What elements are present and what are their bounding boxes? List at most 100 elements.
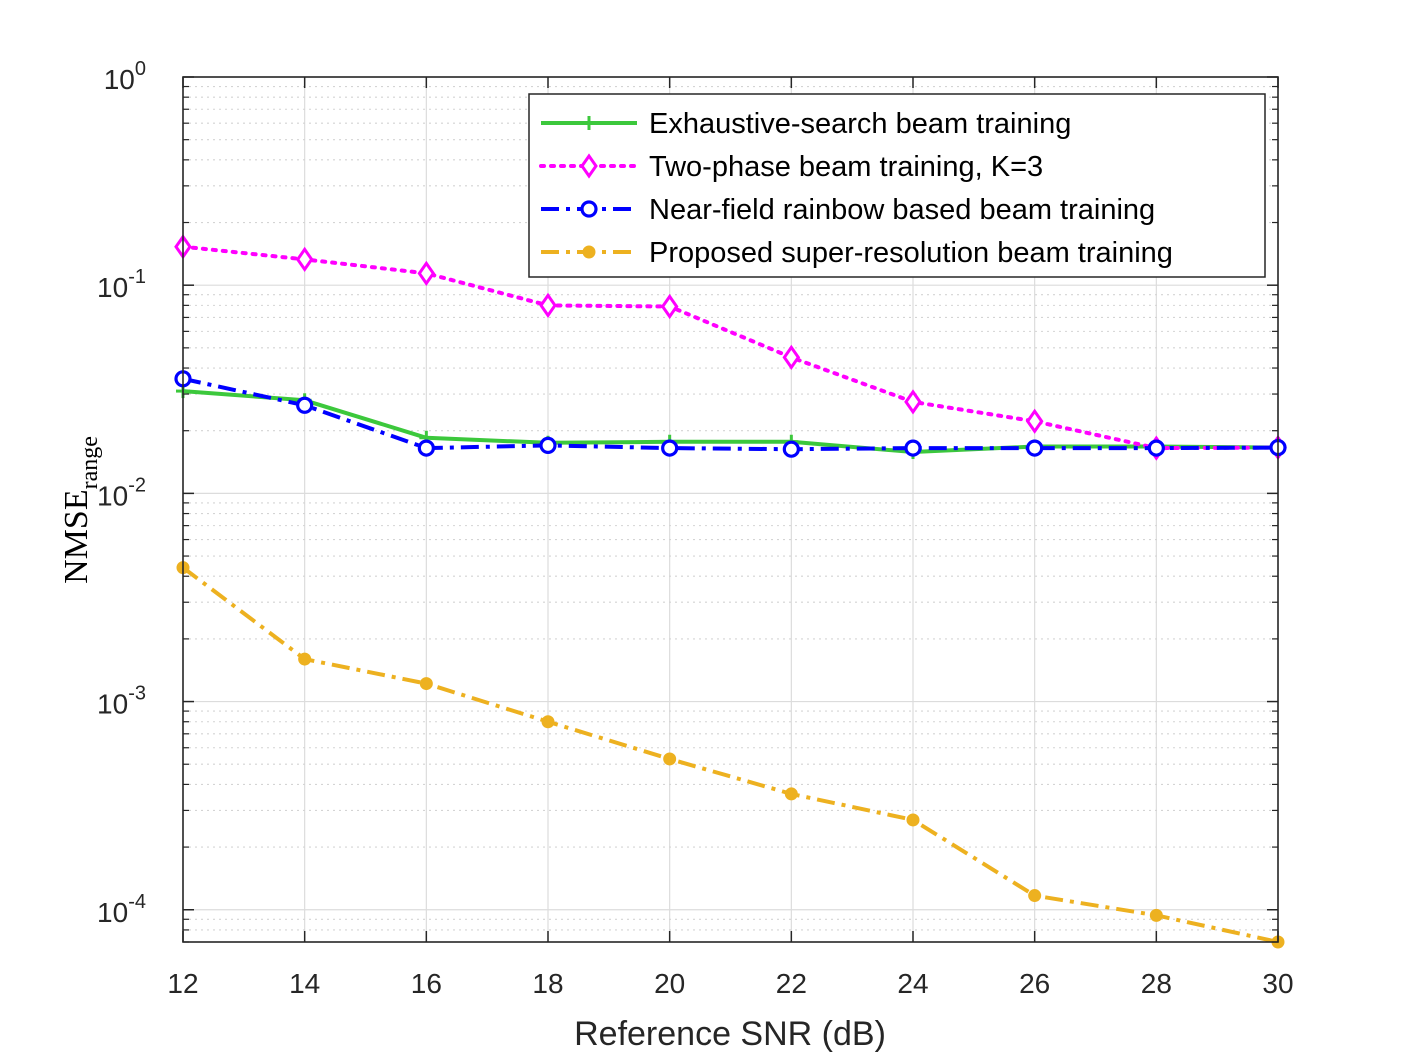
series-3 [176,561,1285,949]
legend-entry-2: Near-field rainbow based beam training [541,194,1155,226]
legend-label: Two-phase beam training, K=3 [649,151,1043,183]
y-tick-exponent: 0 [135,58,146,80]
marker-circle [417,439,435,457]
marker-diamond [782,344,801,371]
data-point [298,652,312,666]
marker-dot [1028,889,1042,903]
legend: Exhaustive-search beam training Two-phase… [528,93,1266,278]
marker-diamond [1025,408,1044,434]
y-tick-base: 10 [97,689,128,720]
marker-dot [1149,908,1163,922]
marker-circle [1147,439,1165,457]
data-point [906,813,920,827]
y-tick-exponent: -3 [128,683,146,705]
data-point [296,396,314,414]
data-point [295,246,314,273]
data-point [904,389,922,415]
legend-label: Exhaustive-search beam training [649,108,1071,140]
data-point [663,752,677,766]
legend-label: Near-field rainbow based beam training [649,194,1155,226]
data-point [417,439,435,457]
y-tick-base: 10 [97,272,128,303]
marker-dot [784,787,798,801]
y-axis-label-sub: range [77,436,103,489]
x-tick-labels: 12 14 16 18 20 22 24 26 28 30 [167,968,1293,999]
marker-dot [582,245,596,259]
y-tick-label: 10-2 [97,474,146,511]
y-tick-label: 10-3 [97,683,146,720]
x-tick-label: 28 [1141,968,1172,999]
y-tick-exponent: -2 [128,474,146,496]
x-axis-label: Reference SNR (dB) [574,1015,886,1053]
marker-dot [541,715,555,729]
x-tick-label: 14 [289,968,320,999]
marker-dot [298,652,312,666]
series-line [182,389,1279,454]
marker-circle [580,200,598,218]
marker-diamond [580,153,598,179]
legend-box [528,93,1266,278]
x-tick-label: 18 [532,968,563,999]
y-tick-label: 10-1 [97,266,146,303]
marker-diamond [660,293,679,320]
data-point [1026,439,1044,457]
data-point [1147,439,1165,457]
legend-entry-1: Two-phase beam training, K=3 [539,151,1043,183]
legend-entry-0: Exhaustive-search beam training [541,108,1071,140]
x-tick-label: 16 [411,968,442,999]
data-point [419,677,433,691]
series-group [174,234,1287,949]
data-point [539,436,557,454]
y-tick-base: 10 [97,897,128,928]
axes-box [182,76,1279,943]
marker-circle [782,440,800,458]
series-line [182,376,1279,452]
y-tick-exponent: -1 [128,266,146,288]
y-tick-label: 100 [104,58,146,95]
marker-circle [296,396,314,414]
y-axis-label-main: NMSE [58,489,95,583]
data-point [661,439,679,457]
marker-dot [419,677,433,691]
x-tick-label: 24 [897,968,928,999]
y-tick-base: 10 [104,64,135,95]
series-line [181,566,1279,944]
data-point [417,260,436,286]
data-point [904,439,922,457]
data-point [660,293,679,320]
series-line [181,244,1280,451]
marker-diamond [539,292,557,318]
y-tick-exponent: -4 [128,891,146,913]
marker-dot [663,752,677,766]
data-point [784,787,798,801]
marker-diamond [295,246,314,273]
marker-diamond [904,389,922,415]
data-point [1149,908,1163,922]
x-tick-label: 12 [167,968,198,999]
series-2 [174,370,1287,458]
y-tick-base: 10 [97,480,128,511]
marker-circle [539,436,557,454]
x-tick-label: 20 [654,968,685,999]
legend-label: Proposed super-resolution beam training [649,237,1173,269]
data-point [1028,889,1042,903]
marker-circle [661,439,679,457]
data-point [782,344,801,371]
tick-marks [182,76,1279,943]
x-tick-label: 22 [776,968,807,999]
y-axis-label: NMSErange [58,436,103,584]
x-tick-label: 26 [1019,968,1050,999]
marker-circle [904,439,922,457]
marker-diamond [417,260,436,286]
data-point [782,440,800,458]
y-tick-label: 10-4 [97,891,146,928]
marker-circle [1026,439,1044,457]
legend-entry-3: Proposed super-resolution beam training [541,237,1173,269]
data-point [1025,408,1044,434]
data-point [541,715,555,729]
marker-dot [906,813,920,827]
x-tick-label: 30 [1262,968,1293,999]
data-point [539,292,557,318]
